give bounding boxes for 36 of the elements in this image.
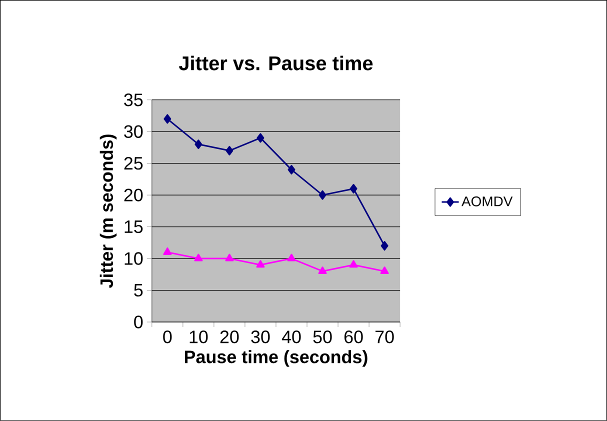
- point: [194, 254, 203, 262]
- y-axis-title: Jitter (m seconds): [100, 134, 117, 288]
- point: [350, 184, 358, 194]
- point: [256, 260, 265, 268]
- x-tick-label: 50: [313, 330, 332, 344]
- y-tick-label: 20: [124, 188, 143, 202]
- point: [226, 146, 234, 156]
- point: [318, 266, 327, 274]
- x-axis-title: Pause time (seconds): [184, 350, 368, 367]
- chart-title: Jitter vs. Pause time: [178, 56, 373, 70]
- point: [163, 248, 172, 256]
- x-tick-label: 0: [163, 330, 172, 344]
- y-tick-label: 10: [124, 252, 143, 265]
- x-tick-label: 20: [220, 330, 239, 344]
- x-tick-label: 30: [251, 330, 270, 344]
- point: [225, 254, 234, 262]
- y-tick-label: 30: [124, 125, 143, 138]
- x-tick-label: 70: [376, 330, 394, 344]
- point: [288, 164, 296, 174]
- point: [287, 254, 296, 262]
- y-tick-label: 5: [134, 284, 143, 297]
- point: [349, 260, 358, 268]
- point: [380, 241, 388, 251]
- point: [164, 114, 172, 124]
- y-tick-label: 25: [124, 157, 143, 170]
- legend-label: AOMDV: [462, 196, 513, 206]
- y-tick-label: 35: [124, 94, 143, 106]
- x-tick-label: 60: [344, 330, 363, 344]
- point: [380, 266, 389, 274]
- x-tick-label: 40: [282, 330, 301, 344]
- y-tick-label: 15: [124, 220, 143, 234]
- y-tick-label: 0: [134, 316, 143, 328]
- point: [194, 140, 202, 150]
- point: [318, 190, 326, 200]
- point: [256, 133, 264, 143]
- x-tick-label: 10: [190, 330, 208, 344]
